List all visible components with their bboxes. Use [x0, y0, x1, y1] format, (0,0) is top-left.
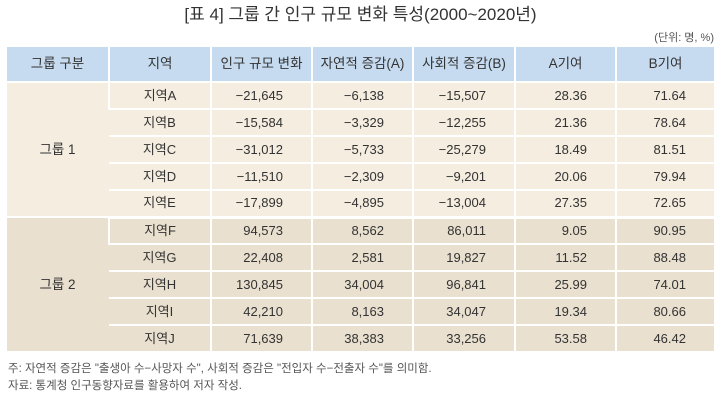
unit-label: (단위: 명, %) — [654, 32, 714, 44]
a-contribution-cell: 18.49 — [514, 136, 616, 164]
social-change-cell: −9,201 — [412, 163, 515, 191]
natural-change-cell: −6,138 — [311, 82, 413, 110]
footnotes: 주: 자연적 증감은 "출생아 수−사망자 수", 사회적 증감은 "전입자 수… — [7, 361, 714, 395]
b-contribution-cell: 46.42 — [615, 325, 714, 353]
population-change-cell: 71,639 — [210, 325, 312, 353]
b-contribution-cell: 90.95 — [615, 217, 714, 245]
region-cell: 지역A — [108, 82, 211, 110]
social-change-cell: −25,279 — [412, 136, 515, 164]
natural-change-cell: 8,163 — [311, 298, 413, 326]
header-natural-change: 자연적 증감(A) — [311, 47, 413, 83]
table-row: 지역D −11,510 −2,309 −9,201 20.06 79.94 — [7, 163, 714, 191]
table-title: [표 4] 그룹 간 인구 규모 변화 특성(2000~2020년) — [184, 5, 537, 24]
a-contribution-cell: 20.06 — [514, 163, 616, 191]
social-change-cell: −13,004 — [412, 190, 515, 219]
b-contribution-cell: 79.94 — [615, 163, 714, 191]
table-row: 지역B −15,584 −3,329 −12,255 21.36 78.64 — [7, 109, 714, 137]
table-row: 지역H 130,845 34,004 96,841 25.99 74.01 — [7, 271, 714, 299]
region-cell: 지역G — [109, 244, 211, 272]
b-contribution-cell: 72.65 — [615, 190, 714, 219]
group-label: 그룹 1 — [7, 82, 109, 218]
population-change-cell: −11,510 — [210, 163, 312, 191]
a-contribution-cell: 27.35 — [514, 190, 616, 219]
region-cell: 지역H — [109, 271, 211, 299]
table-row: 지역I 42,210 8,163 34,047 19.34 80.66 — [7, 298, 714, 326]
table-row: 지역G 22,408 2,581 19,827 11.52 88.48 — [7, 244, 714, 272]
social-change-cell: 86,011 — [412, 217, 515, 245]
natural-change-cell: 34,004 — [311, 271, 413, 299]
natural-change-cell: −4,895 — [311, 190, 413, 219]
b-contribution-cell: 71.64 — [615, 82, 714, 110]
b-contribution-cell: 88.48 — [615, 244, 714, 272]
region-cell: 지역F — [108, 217, 211, 245]
group-label: 그룹 2 — [7, 217, 109, 353]
header-social-change: 사회적 증감(B) — [412, 47, 515, 83]
natural-change-cell: 38,383 — [311, 325, 413, 353]
header-b-contribution: B기여 — [615, 47, 714, 83]
natural-change-cell: −3,329 — [311, 109, 413, 137]
population-change-cell: −17,899 — [210, 190, 312, 219]
region-cell: 지역D — [109, 163, 211, 191]
document: [표 4] 그룹 간 인구 규모 변화 특성(2000~2020년) (단위: … — [7, 5, 714, 395]
region-cell: 지역C — [109, 136, 211, 164]
table-row: 그룹 1 지역A −21,645 −6,138 −15,507 28.36 71.64 — [7, 82, 714, 218]
population-change-cell: 94,573 — [210, 217, 312, 245]
a-contribution-cell: 28.36 — [514, 82, 616, 110]
social-change-cell: −12,255 — [412, 109, 515, 137]
a-contribution-cell: 19.34 — [514, 298, 616, 326]
population-change-cell: 130,845 — [210, 271, 312, 299]
social-change-cell: 19,827 — [412, 244, 515, 272]
natural-change-cell: −5,733 — [311, 136, 413, 164]
social-change-cell: 33,256 — [412, 325, 515, 353]
b-contribution-cell: 74.01 — [615, 271, 714, 299]
population-change-cell: 22,408 — [210, 244, 312, 272]
population-change-table: 그룹 구분 지역 인구 규모 변화 자연적 증감(A) 사회적 증감(B) A기… — [7, 47, 714, 353]
social-change-cell: 34,047 — [412, 298, 515, 326]
table-row: 지역E −17,899 −4,895 −13,004 27.35 72.65 — [7, 190, 714, 219]
header-a-contribution: A기여 — [514, 47, 616, 83]
a-contribution-cell: 53.58 — [514, 325, 616, 353]
a-contribution-cell: 9.05 — [514, 217, 616, 245]
table-row: 지역C −31,012 −5,733 −25,279 18.49 81.51 — [7, 136, 714, 164]
region-cell: 지역E — [109, 190, 211, 219]
table-row: 그룹 2 지역F 94,573 8,562 86,011 9.05 90.95 — [7, 217, 714, 353]
population-change-cell: 42,210 — [210, 298, 312, 326]
footnote-source: 자료: 통계청 인구동향자료를 활용하여 저자 작성. — [8, 380, 242, 392]
footnote-note: 주: 자연적 증감은 "출생아 수−사망자 수", 사회적 증감은 "전입자 수… — [8, 363, 432, 375]
header-row: 그룹 구분 지역 인구 규모 변화 자연적 증감(A) 사회적 증감(B) A기… — [7, 47, 714, 83]
header-population-change: 인구 규모 변화 — [210, 47, 312, 83]
natural-change-cell: 2,581 — [311, 244, 413, 272]
population-change-cell: −21,645 — [210, 82, 312, 110]
a-contribution-cell: 25.99 — [514, 271, 616, 299]
b-contribution-cell: 80.66 — [615, 298, 714, 326]
social-change-cell: 96,841 — [412, 271, 515, 299]
header-group: 그룹 구분 — [7, 47, 109, 83]
region-cell: 지역J — [109, 325, 211, 353]
social-change-cell: −15,507 — [412, 82, 515, 110]
b-contribution-cell: 81.51 — [615, 136, 714, 164]
natural-change-cell: −2,309 — [311, 163, 413, 191]
region-cell: 지역I — [109, 298, 211, 326]
b-contribution-cell: 78.64 — [615, 109, 714, 137]
header-region: 지역 — [108, 47, 211, 83]
a-contribution-cell: 11.52 — [514, 244, 616, 272]
population-change-cell: −15,584 — [210, 109, 312, 137]
population-change-cell: −31,012 — [210, 136, 312, 164]
a-contribution-cell: 21.36 — [514, 109, 616, 137]
natural-change-cell: 8,562 — [311, 217, 413, 245]
region-cell: 지역B — [109, 109, 211, 137]
table-row: 지역J 71,639 38,383 33,256 53.58 46.42 — [7, 325, 714, 353]
